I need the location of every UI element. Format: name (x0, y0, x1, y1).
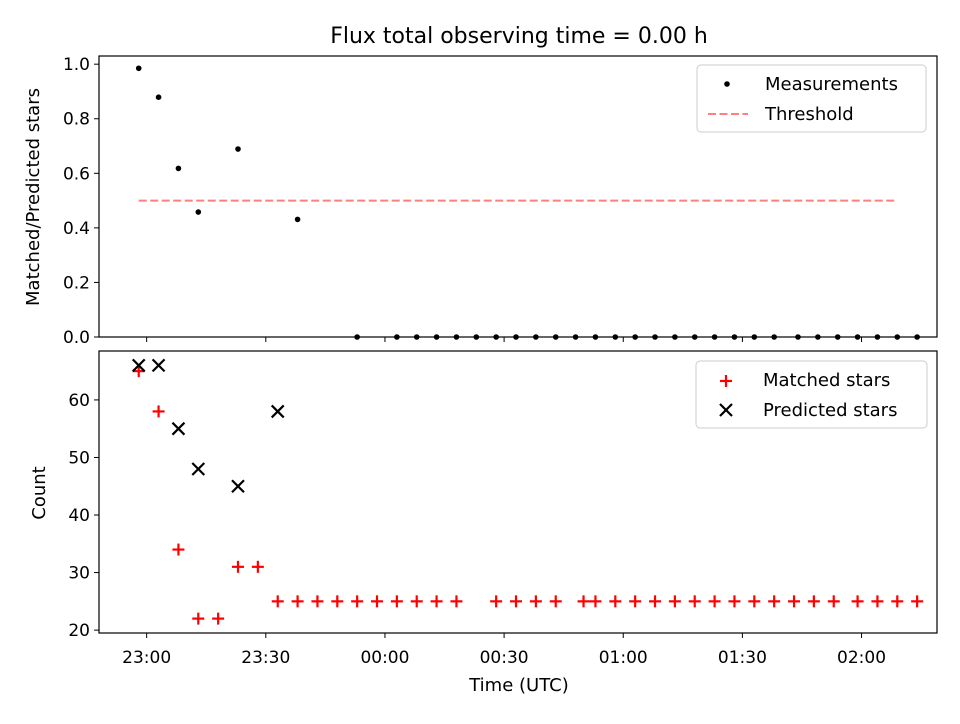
matched-stars-point (807, 595, 820, 608)
matched-stars-point (529, 595, 542, 608)
ratio-legend: Measurements Threshold (696, 64, 927, 133)
matched-stars-point (688, 595, 701, 608)
y-tick-label: 30 (68, 564, 90, 584)
matched-stars-point (430, 595, 443, 608)
matched-stars-point (450, 595, 463, 608)
ratio-panel: 0.0 0.2 0.4 0.6 0.8 1.0 Matched/Predicted sta… (23, 55, 938, 348)
predicted-stars-point (171, 421, 186, 436)
legend-marker-measurements (724, 81, 730, 87)
ratio-plot-frame (98, 55, 938, 338)
y-tick-label: 0.2 (63, 273, 90, 293)
y-tick-label: 0.4 (63, 219, 90, 239)
y-tick-label: 0.8 (63, 110, 90, 130)
matched-stars-point (891, 595, 904, 608)
predicted-stars-point (231, 479, 245, 494)
x-tick-label: 00:30 (480, 648, 529, 668)
x-tick-label: 23:30 (241, 648, 290, 668)
matched-stars-point (291, 595, 304, 608)
matched-stars-point (172, 543, 185, 556)
y-tick-label: 50 (68, 448, 90, 468)
measurements-point (135, 65, 142, 72)
y-tick-label: 0.0 (63, 328, 90, 348)
ratio-legend-box (696, 64, 927, 133)
x-tick-label: 02:00 (837, 648, 886, 668)
predicted-stars-point (131, 358, 146, 373)
ratio-y-axis-label: Matched/Predicted stars (23, 88, 44, 306)
matched-stars-point (768, 595, 781, 608)
count-marks (131, 358, 924, 625)
matched-stars-point (649, 595, 662, 608)
x-tick-label: 01:00 (599, 648, 648, 668)
ratio-y-ticks: 0.0 0.2 0.4 0.6 0.8 1.0 (63, 55, 99, 348)
count-y-ticks: 20 30 40 50 60 (68, 391, 99, 641)
legend-label-matched-stars: Matched stars (763, 370, 890, 391)
measurements-point (294, 216, 301, 223)
x-tick-label: 01:30 (718, 648, 767, 668)
count-panel: 20 30 40 50 60 23:00 23:30 00:00 00:30 01:00 01:3… (29, 350, 938, 668)
matched-stars-point (232, 560, 245, 573)
measurements-point (235, 146, 241, 152)
matched-stars-point (371, 595, 384, 608)
matched-stars-point (510, 595, 523, 608)
y-tick-label: 40 (68, 506, 90, 526)
count-legend: Matched stars Predicted stars (695, 360, 928, 429)
matched-stars-point (911, 595, 924, 608)
matched-stars-point (351, 595, 364, 608)
matched-stars-point (577, 595, 590, 608)
ratio-marks (135, 65, 920, 340)
matched-stars-point (609, 595, 622, 608)
y-tick-label: 60 (68, 391, 90, 411)
x-tick-label: 23:00 (122, 648, 171, 668)
y-tick-label: 0.6 (63, 164, 90, 184)
matched-stars-point (629, 595, 642, 608)
matched-stars-point (390, 595, 403, 608)
x-tick-label: 00:00 (360, 648, 409, 668)
legend-label-threshold: Threshold (764, 104, 854, 125)
chart-title: Flux total observing time = 0.00 h (330, 24, 708, 49)
count-legend-box (695, 360, 928, 429)
y-tick-label: 1.0 (63, 55, 90, 75)
measurements-point (175, 165, 182, 172)
matched-stars-point (410, 595, 423, 608)
x-axis-label: Time (UTC) (468, 675, 569, 696)
measurements-point (155, 94, 162, 100)
legend-marker-predicted-stars (719, 403, 733, 417)
predicted-stars-point (270, 404, 285, 419)
matched-stars-point (212, 612, 225, 625)
count-plot-frame (98, 350, 938, 634)
count-y-axis-label: Count (29, 466, 50, 519)
matched-stars-point (748, 595, 761, 608)
count-x-ticks: 23:00 23:30 00:00 00:30 01:00 01:30 02:00 (122, 633, 886, 668)
predicted-stars-point (191, 462, 206, 476)
matched-stars-point (851, 595, 864, 608)
legend-label-measurements: Measurements (765, 74, 898, 95)
matched-stars-point (152, 405, 165, 418)
matched-stars-point (251, 560, 264, 573)
matched-stars-point (490, 595, 503, 608)
legend-label-predicted-stars: Predicted stars (763, 400, 897, 421)
matched-stars-point (331, 595, 344, 608)
ratio-x-ticks (146, 337, 863, 342)
matched-stars-point (708, 595, 721, 608)
y-tick-label: 20 (68, 621, 90, 641)
predicted-stars-point (151, 358, 166, 373)
matched-stars-point (192, 612, 205, 625)
matched-stars-point (589, 595, 602, 608)
matched-stars-point (788, 595, 801, 608)
matched-stars-point (311, 595, 324, 608)
matched-stars-point (827, 595, 840, 608)
measurements-point (195, 209, 202, 215)
matched-stars-point (728, 595, 741, 608)
matched-stars-point (132, 365, 145, 378)
matched-stars-point (668, 595, 681, 608)
matched-stars-point (871, 595, 884, 608)
legend-marker-matched-stars (720, 375, 732, 387)
matched-stars-point (549, 595, 562, 608)
matched-stars-point (271, 595, 284, 608)
